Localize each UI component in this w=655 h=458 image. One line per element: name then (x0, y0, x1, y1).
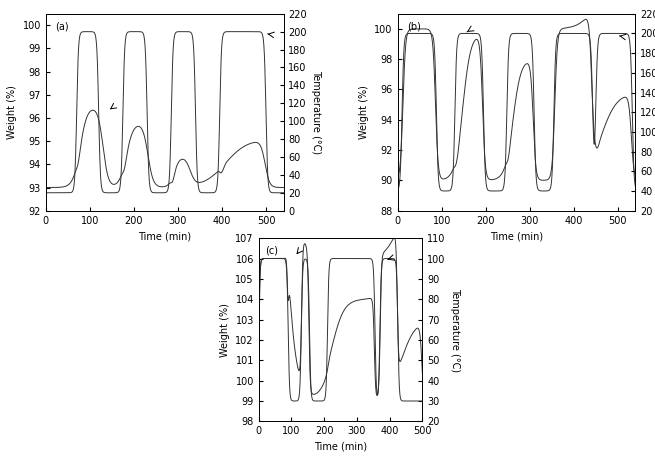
Y-axis label: Temperature (°C): Temperature (°C) (311, 70, 321, 154)
X-axis label: Time (min): Time (min) (490, 231, 543, 241)
X-axis label: Time (min): Time (min) (138, 231, 191, 241)
Text: (b): (b) (407, 22, 421, 32)
X-axis label: Time (min): Time (min) (314, 442, 367, 452)
Text: (c): (c) (265, 245, 278, 256)
Text: (a): (a) (56, 22, 69, 32)
Y-axis label: Weight (%): Weight (%) (7, 85, 17, 139)
Y-axis label: Weight (%): Weight (%) (220, 303, 230, 357)
Y-axis label: Weight (%): Weight (%) (359, 85, 369, 139)
Y-axis label: Temperature (°C): Temperature (°C) (449, 288, 460, 372)
